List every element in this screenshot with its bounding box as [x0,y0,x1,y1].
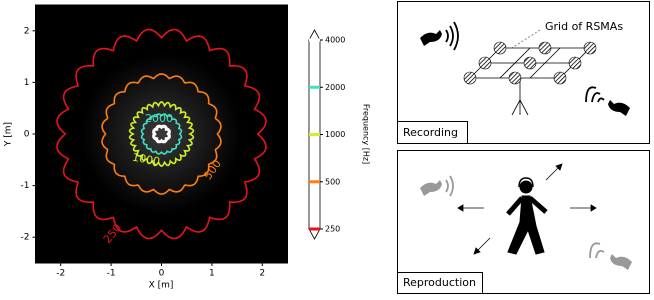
x-tick-label: -1 [107,269,116,279]
y-tick-label: -1 [21,181,30,191]
colorbar-tick-label: 2000 [325,83,345,92]
panel-label: Reproduction [403,276,476,289]
contour-label: 1000 [131,151,161,169]
x-axis-label: X [m] [149,281,174,291]
colorbar-tick-label: 1000 [325,130,345,139]
contour-line [128,101,195,167]
y-tick-label: -2 [21,233,30,243]
bird-icon [585,86,630,116]
bird-icon [589,242,632,270]
contour-line [56,28,267,240]
panel-label-box [397,272,483,294]
x-tick-label: 1 [209,269,215,279]
bird-icon [420,21,459,51]
contour-line [101,73,222,195]
recording-panel: Recording Grid of RSMAs [397,1,650,144]
microphone-arrays [463,41,597,85]
panel-label-box [397,121,468,144]
bird-icon [420,175,454,197]
colorbar-tick-label: 500 [325,177,340,186]
annotation: Grid of RSMAs [545,20,623,33]
colorbar-label: Frequency [Hz] [362,104,371,164]
contour-line [152,124,171,144]
direction-arrows [457,163,597,255]
y-tick-label: 2 [24,26,30,36]
panel-frame [397,1,650,144]
colorbar-tick-label: 250 [325,225,340,234]
y-tick-label: 0 [24,130,30,140]
contour-label: 2000 [145,112,173,125]
reproduction-panel: Reproduction [397,150,650,294]
panel-label: Recording [403,126,458,139]
contour-line [140,113,183,155]
colorbar-tick-label: 4000 [325,36,345,45]
y-tick-label: 1 [24,78,30,88]
y-axis-label: Y [m] [4,122,14,147]
x-tick-label: 2 [259,269,265,279]
listener [506,177,548,255]
field-glow [80,53,243,215]
x-tick-label: -2 [56,269,65,279]
x-tick-label: 0 [159,269,165,279]
annotation-pointer [511,29,541,49]
